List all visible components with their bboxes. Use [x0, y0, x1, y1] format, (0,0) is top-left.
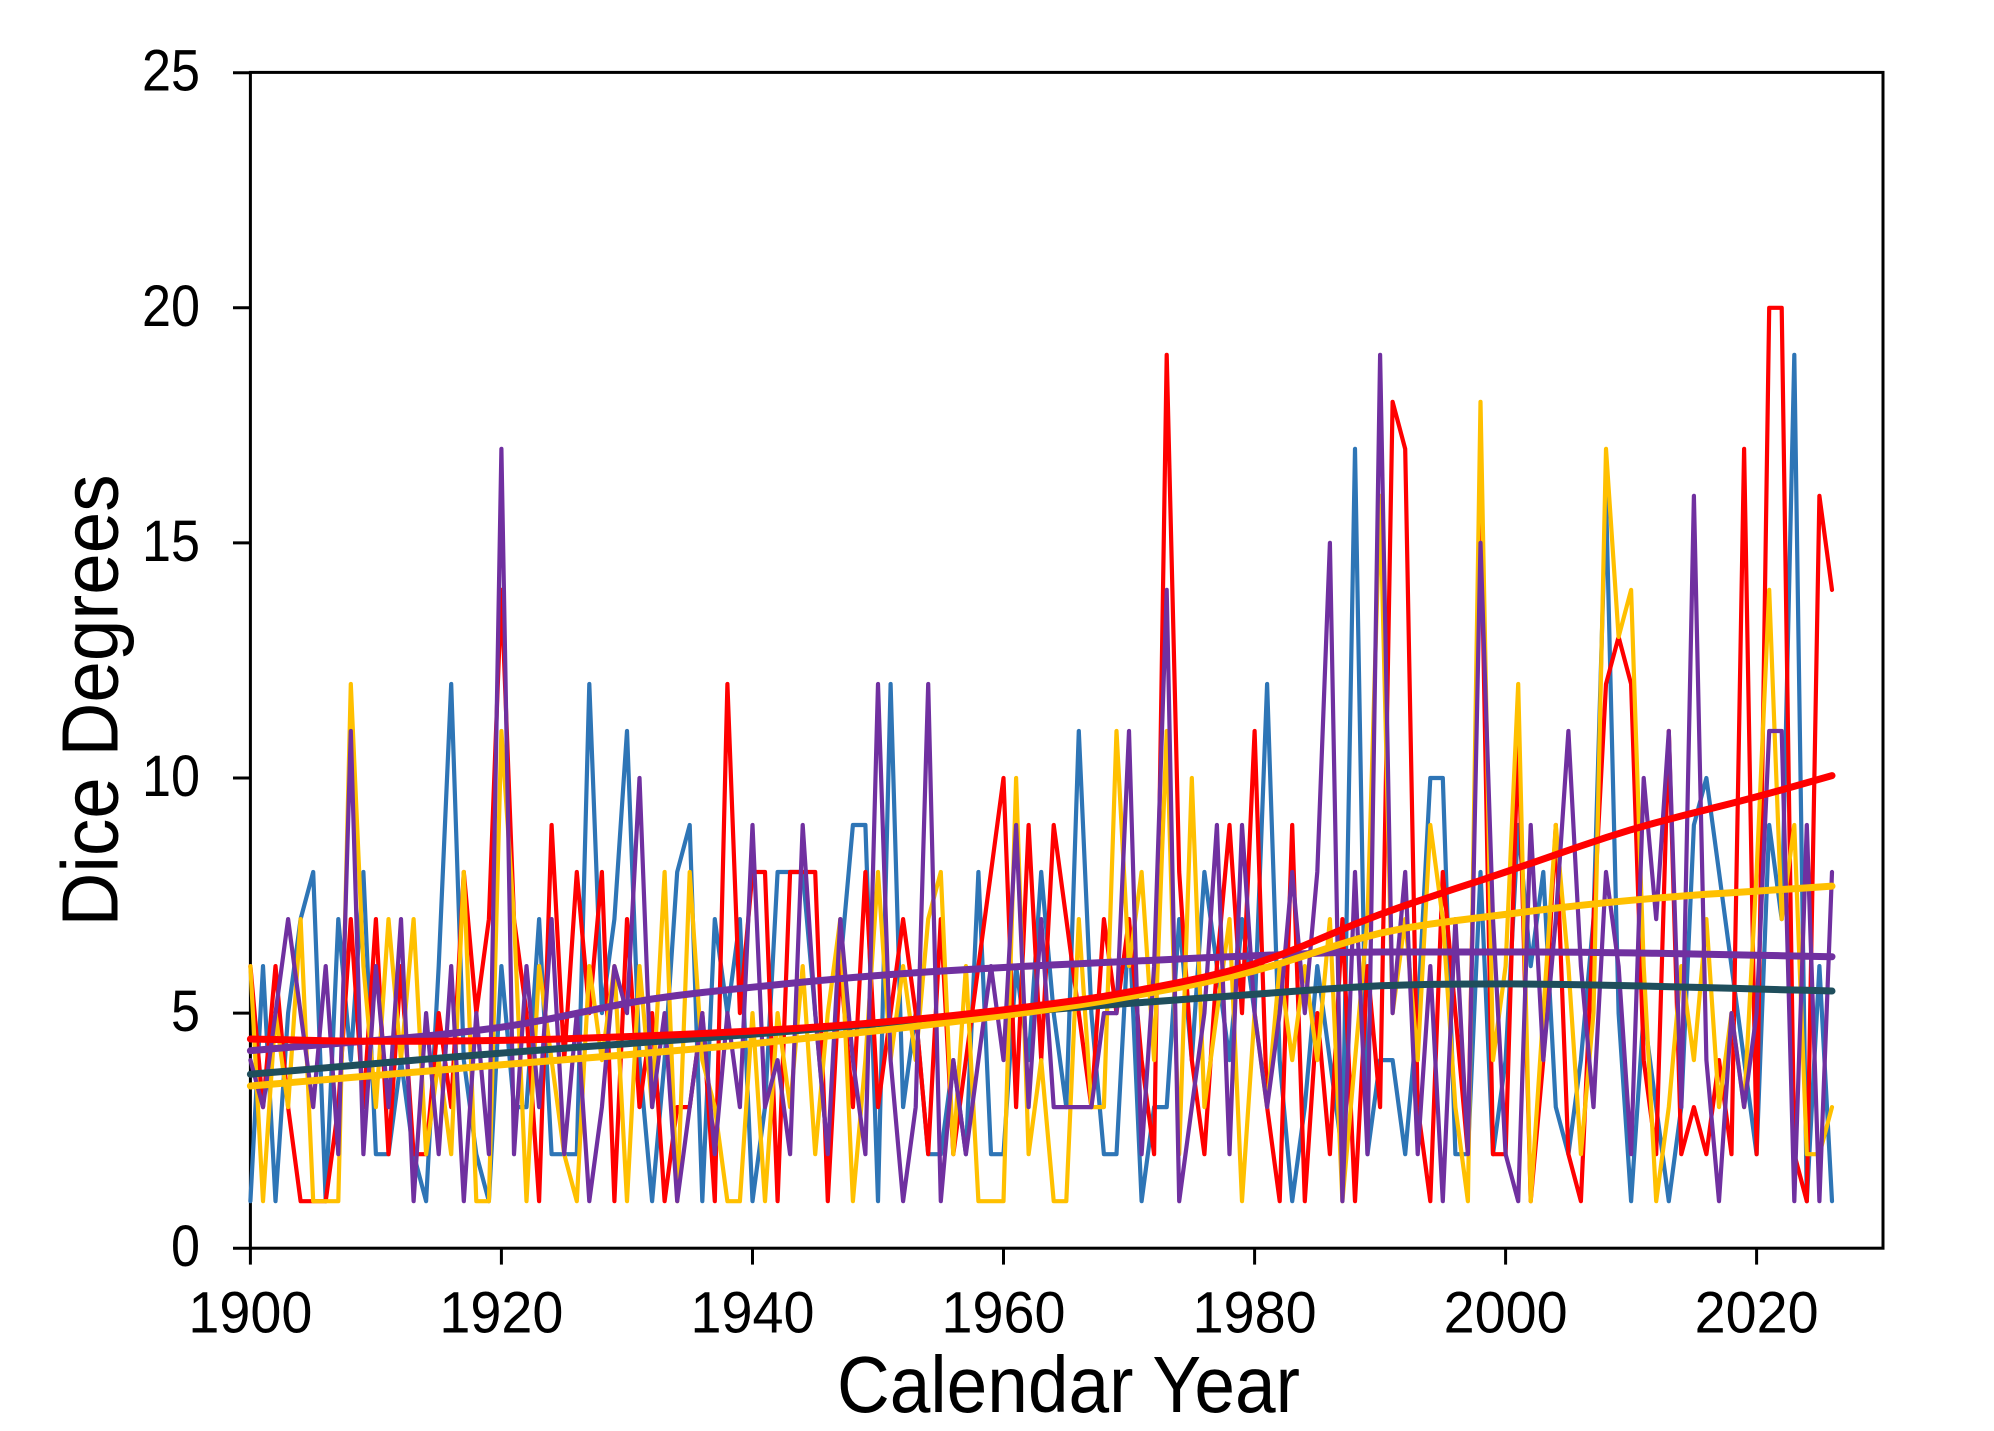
svg-text:1980: 1980 — [1193, 1280, 1317, 1345]
svg-text:5: 5 — [171, 979, 200, 1044]
svg-text:1960: 1960 — [942, 1280, 1066, 1345]
svg-text:25: 25 — [142, 39, 200, 104]
svg-text:1920: 1920 — [439, 1280, 563, 1345]
svg-text:20: 20 — [142, 274, 200, 339]
svg-text:Calendar Year: Calendar Year — [837, 1340, 1300, 1429]
svg-text:0: 0 — [171, 1214, 200, 1279]
svg-text:2020: 2020 — [1695, 1280, 1819, 1345]
svg-text:1940: 1940 — [691, 1280, 815, 1345]
svg-text:1900: 1900 — [188, 1280, 312, 1345]
svg-text:Dice Degrees: Dice Degrees — [46, 475, 135, 927]
svg-text:2000: 2000 — [1444, 1280, 1568, 1345]
svg-text:15: 15 — [142, 509, 200, 574]
svg-text:10: 10 — [142, 744, 200, 809]
